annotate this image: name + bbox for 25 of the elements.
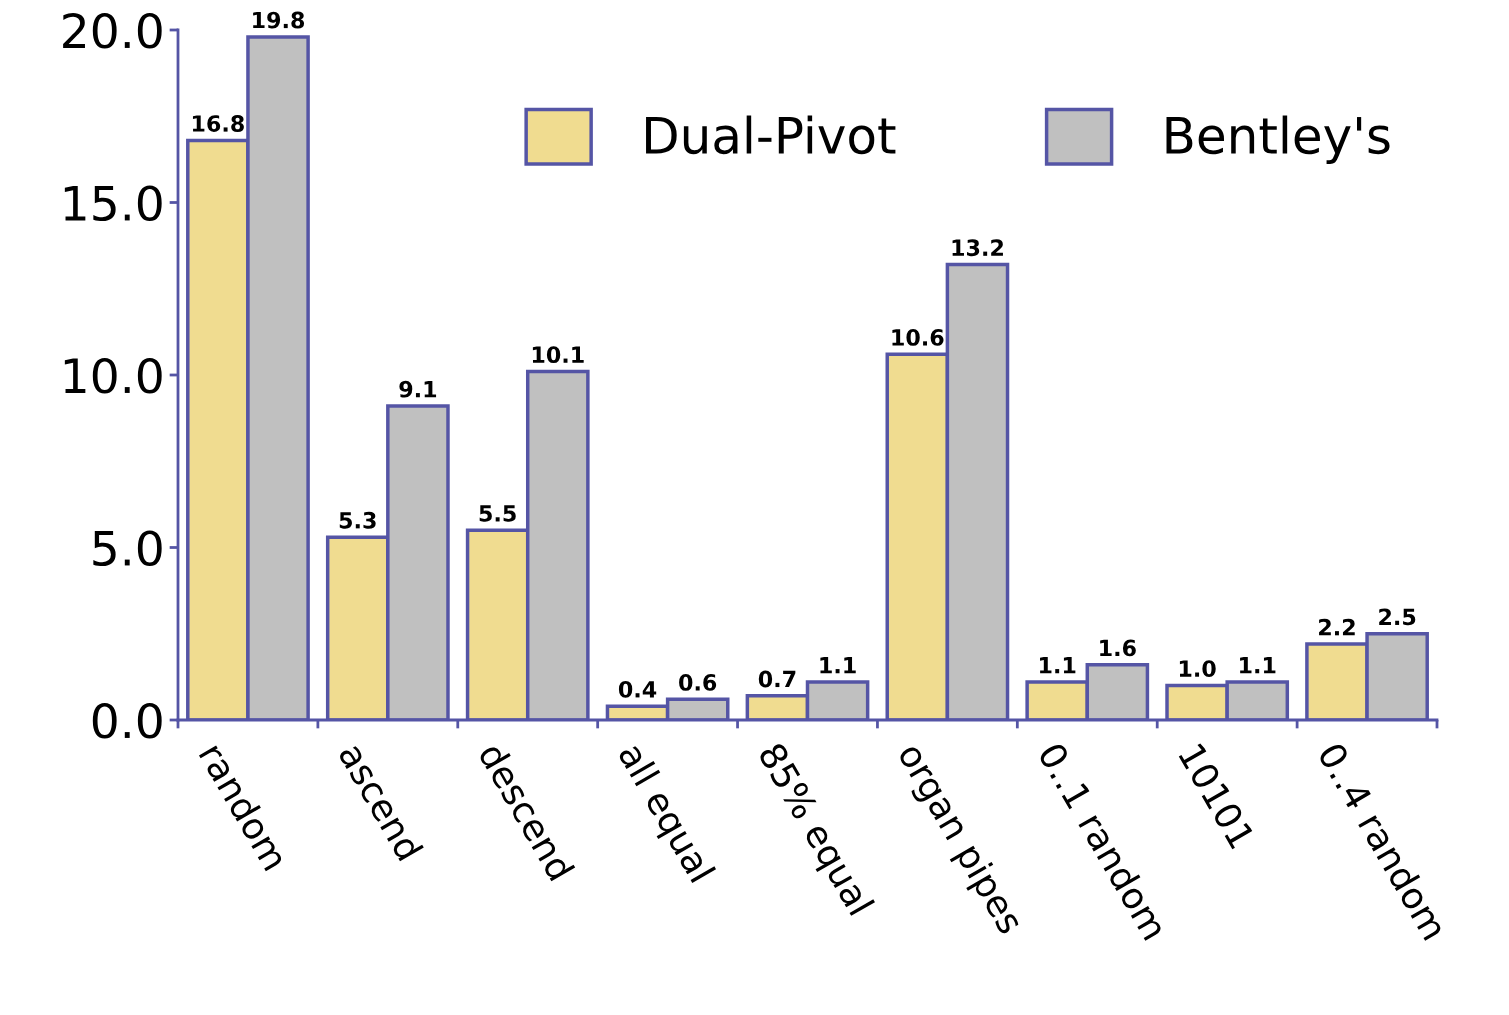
data-label: 1.1 (1240, 657, 1276, 674)
data-label: 19.8 (253, 11, 305, 29)
data-label: 1.1 (1040, 657, 1076, 674)
data-label: 0.4 (618, 680, 657, 698)
data-label: 1.6 (1100, 639, 1136, 657)
legend-label: Bentley's (1166, 115, 1390, 164)
data-label: 13.2 (952, 239, 1003, 257)
data-label: 0.6 (679, 674, 717, 691)
data-label: 2.5 (1379, 608, 1416, 626)
data-label: 10.1 (532, 346, 584, 364)
y-tick-label: 15.0 (64, 185, 162, 222)
y-tick-label: 10.0 (64, 357, 162, 394)
data-label: 5.3 (339, 511, 376, 529)
data-label: 0.7 (758, 670, 796, 688)
data-label: 1.0 (1179, 660, 1216, 678)
data-label: 9.1 (399, 380, 437, 398)
legend-label: Dual-Pivot (646, 115, 896, 155)
y-tick-label: 20.0 (63, 12, 162, 49)
data-label: 10.6 (892, 329, 944, 346)
y-tick-label: 5.0 (93, 530, 162, 567)
data-label: 16.8 (192, 115, 244, 132)
data-label: 5.5 (479, 505, 516, 522)
y-tick-label: 0.0 (92, 702, 162, 739)
data-label: 1.1 (820, 657, 856, 674)
data-label: 2.2 (1319, 618, 1355, 636)
